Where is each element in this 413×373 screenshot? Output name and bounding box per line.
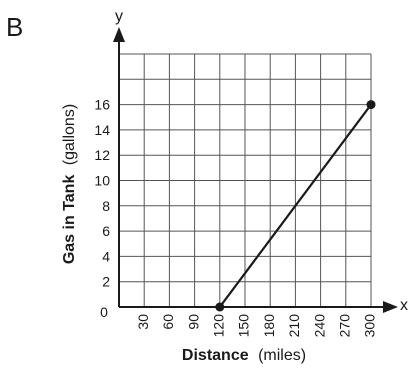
x-axis-letter: x <box>400 297 408 314</box>
y-axis-title-bold: Gas in Tank <box>61 175 78 265</box>
x-tick-labels: 30 60 90 120 150 180 210 240 270 300 <box>135 314 378 338</box>
y-tick-label: 14 <box>94 122 110 138</box>
x-axis-arrow <box>383 301 398 313</box>
y-tick-label: 16 <box>94 97 110 113</box>
x-tick-label: 210 <box>286 314 302 338</box>
y-axis-letter: y <box>115 8 123 25</box>
y-tick-label: 6 <box>102 223 110 239</box>
series-line <box>218 103 372 308</box>
data-series <box>215 100 376 312</box>
y-tick-label: 10 <box>94 173 110 189</box>
y-tick-label: 12 <box>94 147 110 163</box>
x-tick-label: 30 <box>135 314 151 330</box>
x-tick-label: 60 <box>160 314 176 330</box>
x-axis-title-units: (miles) <box>258 347 306 364</box>
x-tick-label: 300 <box>362 314 378 338</box>
y-tick-labels: 2 4 6 8 10 12 14 16 <box>94 97 110 290</box>
origin-label: 0 <box>100 304 108 320</box>
y-axis-title: Gas in Tank (gallons) <box>61 104 78 264</box>
y-tick-label: 2 <box>102 274 110 290</box>
panel-label: B <box>6 12 23 42</box>
x-tick-label: 120 <box>211 314 227 338</box>
y-axis-arrow <box>113 27 125 42</box>
x-tick-label: 150 <box>236 314 252 338</box>
x-tick-label: 270 <box>337 314 353 338</box>
x-tick-label: 180 <box>261 314 277 338</box>
y-tick-label: 4 <box>102 248 110 264</box>
x-axis-title: Distance (miles) <box>182 347 306 364</box>
y-axis-title-units: (gallons) <box>61 104 78 165</box>
axes <box>113 27 398 313</box>
x-tick-label: 90 <box>185 314 201 330</box>
x-tick-label: 240 <box>311 314 327 338</box>
x-axis-title-bold: Distance <box>182 347 249 364</box>
grid <box>119 53 372 307</box>
y-tick-label: 8 <box>102 198 110 214</box>
data-point <box>366 100 376 110</box>
data-point <box>215 302 225 312</box>
